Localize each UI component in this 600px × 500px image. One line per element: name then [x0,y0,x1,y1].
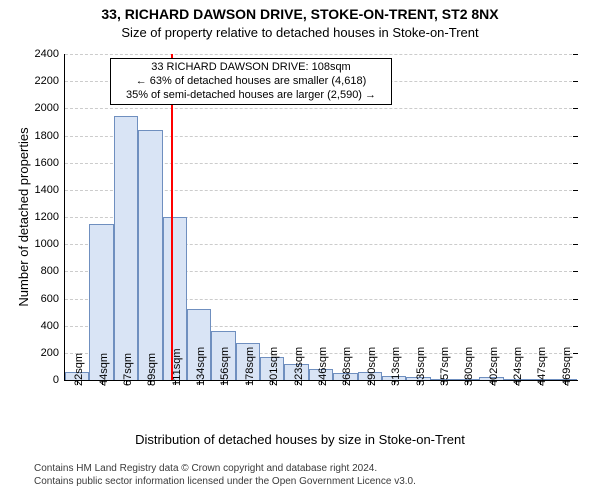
xtick-label: 268sqm [341,347,353,386]
xtick-label: 67sqm [122,353,134,386]
ytick-label: 200 [41,347,65,359]
ytick-mark [573,108,578,109]
ytick-mark [573,353,578,354]
xtick-label: 89sqm [146,353,158,386]
ytick-mark [573,136,578,137]
ytick-mark [573,163,578,164]
ytick-label: 1200 [35,211,65,223]
histogram-bar [114,116,138,380]
ytick-mark [573,81,578,82]
ytick-label: 400 [41,320,65,332]
ytick-label: 800 [41,265,65,277]
ytick-mark [573,299,578,300]
xtick-label: 447sqm [536,347,548,386]
x-axis-label: Distribution of detached houses by size … [0,432,600,447]
ytick-label: 2200 [35,75,65,87]
xtick-label: 380sqm [463,347,475,386]
ytick-label: 1600 [35,157,65,169]
xtick-label: 313sqm [390,347,402,386]
xtick-label: 44sqm [98,353,110,386]
annotation-box: 33 RICHARD DAWSON DRIVE: 108sqm← 63% of … [110,58,392,105]
xtick-label: 201sqm [268,347,280,386]
ytick-label: 0 [53,374,65,386]
ytick-mark [573,217,578,218]
ytick-mark [573,380,578,381]
ytick-label: 1800 [35,130,65,142]
xtick-label: 22sqm [73,353,85,386]
xtick-label: 290sqm [366,347,378,386]
gridline [65,108,577,109]
annotation-line: 35% of semi-detached houses are larger (… [117,89,385,103]
footer-attribution: Contains HM Land Registry data © Crown c… [34,462,416,488]
xtick-label: 223sqm [293,347,305,386]
ytick-label: 2400 [35,48,65,60]
gridline [65,54,577,55]
ytick-mark [573,244,578,245]
xtick-label: 134sqm [195,347,207,386]
ytick-mark [573,271,578,272]
xtick-label: 178sqm [244,347,256,386]
xtick-label: 246sqm [317,347,329,386]
chart-title: 33, RICHARD DAWSON DRIVE, STOKE-ON-TRENT… [0,6,600,22]
xtick-label: 469sqm [561,347,573,386]
ytick-mark [573,190,578,191]
histogram-bar [138,130,162,380]
ytick-label: 1000 [35,238,65,250]
ytick-label: 600 [41,293,65,305]
chart-container: 33, RICHARD DAWSON DRIVE, STOKE-ON-TRENT… [0,0,600,500]
xtick-label: 402sqm [488,347,500,386]
xtick-label: 156sqm [219,347,231,386]
chart-subtitle: Size of property relative to detached ho… [0,25,600,40]
footer-line-1: Contains HM Land Registry data © Crown c… [34,462,416,475]
xtick-label: 424sqm [512,347,524,386]
xtick-label: 357sqm [439,347,451,386]
ytick-mark [573,54,578,55]
ytick-label: 1400 [35,184,65,196]
annotation-line: 33 RICHARD DAWSON DRIVE: 108sqm [117,61,385,75]
xtick-label: 335sqm [415,347,427,386]
y-axis-label: Number of detached properties [16,127,31,306]
footer-line-2: Contains public sector information licen… [34,475,416,488]
ytick-label: 2000 [35,102,65,114]
ytick-mark [573,326,578,327]
annotation-line: ← 63% of detached houses are smaller (4,… [117,75,385,89]
